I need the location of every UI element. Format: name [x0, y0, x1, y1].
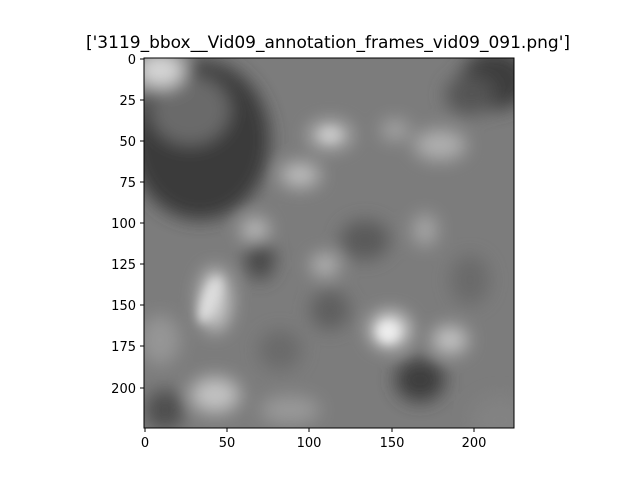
- x-axis: 0 50 100 150 200: [141, 428, 487, 451]
- x-tick-label: 0: [141, 436, 149, 451]
- x-tick-label: 200: [462, 436, 487, 451]
- y-tick-label: 100: [111, 217, 136, 232]
- y-tick-label: 125: [111, 258, 136, 273]
- y-tick-label: 150: [111, 299, 136, 314]
- y-tick-label: 25: [119, 94, 136, 109]
- y-tick-label: 200: [111, 382, 136, 397]
- y-tick-label: 175: [111, 340, 136, 355]
- y-tick-label: 0: [128, 53, 136, 68]
- y-tick-label: 75: [119, 176, 136, 191]
- y-axis: 0 25 50 75 100 125 150 175 200: [111, 53, 144, 397]
- y-tick-label: 50: [119, 135, 136, 150]
- x-tick-label: 50: [219, 436, 236, 451]
- plot-title: ['3119_bbox__Vid09_annotation_frames_vid…: [86, 33, 570, 53]
- grayscale-image: [144, 58, 514, 428]
- x-tick-label: 150: [380, 436, 405, 451]
- x-tick-label: 100: [297, 436, 322, 451]
- axes-frame: [143, 57, 515, 429]
